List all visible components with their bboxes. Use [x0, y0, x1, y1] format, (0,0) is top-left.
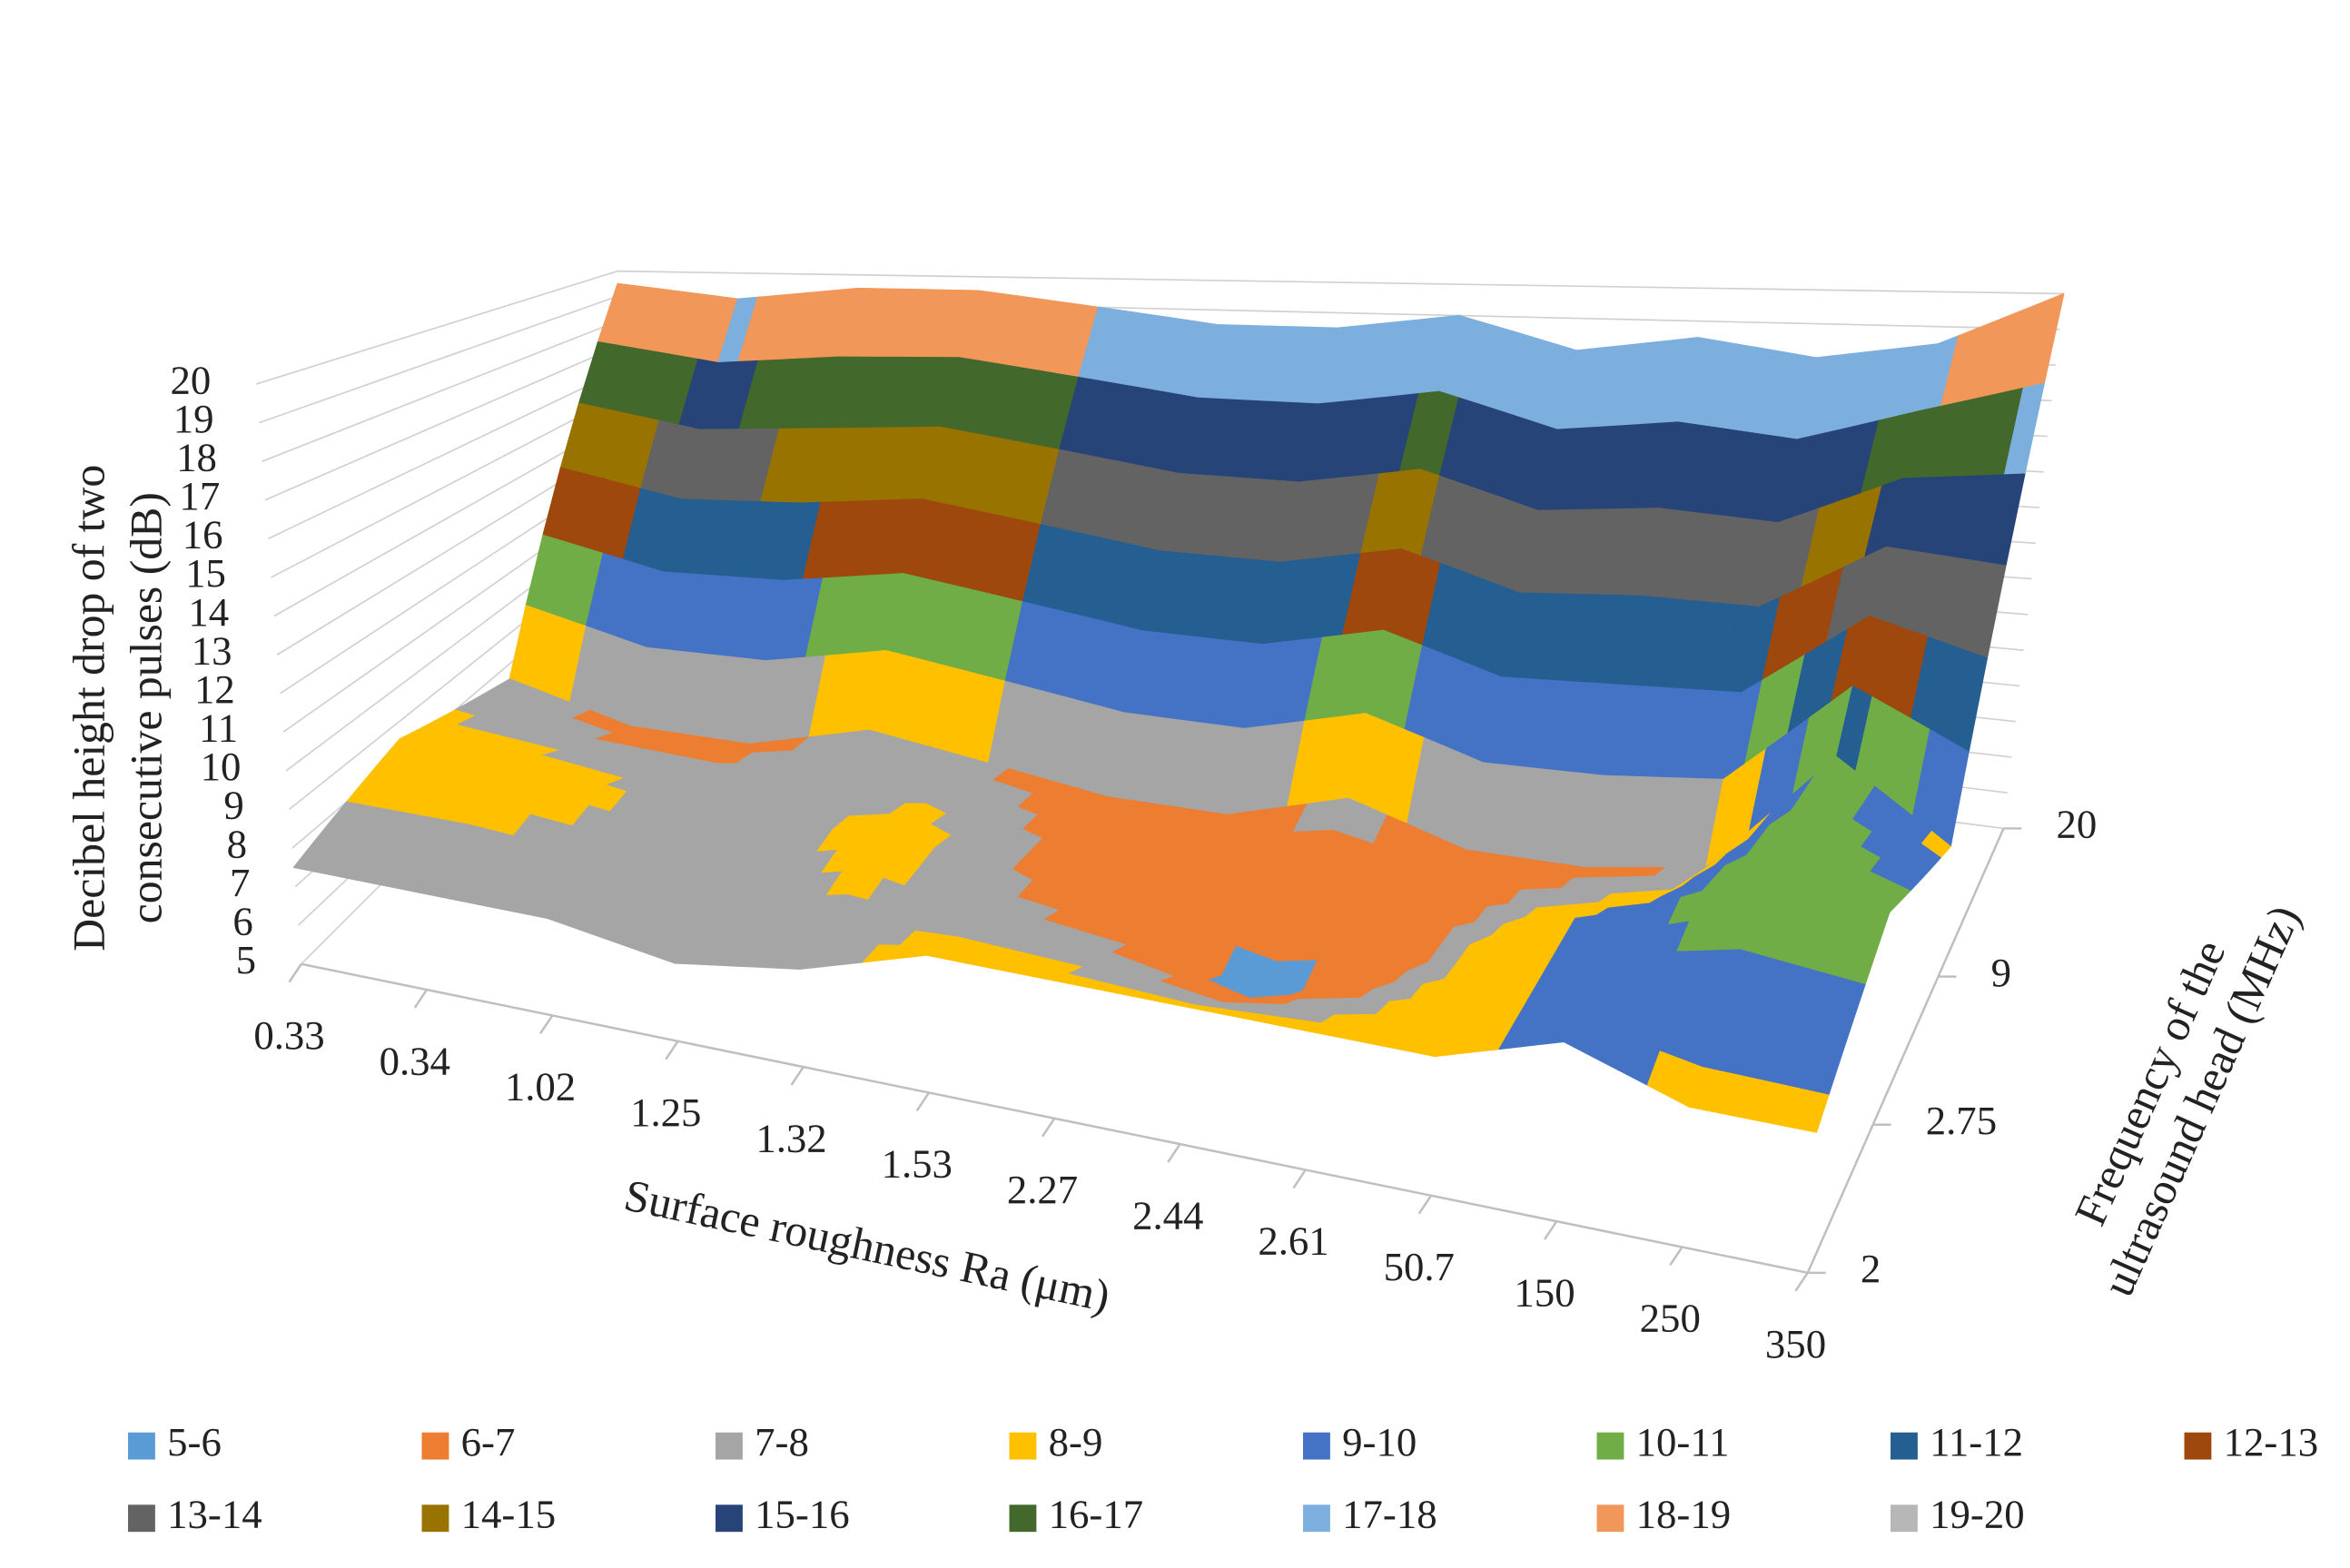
legend-label: 7-8: [755, 1419, 809, 1464]
legend-label: 11-12: [1930, 1419, 2023, 1464]
z-tick-label: 10: [201, 744, 242, 789]
legend-label: 9-10: [1342, 1419, 1417, 1464]
x-tick-label: 0.33: [253, 1012, 324, 1058]
legend-label: 14-15: [461, 1492, 556, 1537]
z-axis-title: consecutive pulses (dB): [121, 492, 171, 923]
x-tick-label: 1.02: [505, 1064, 576, 1109]
x-tick-mark: [538, 1014, 554, 1035]
x-tick-mark: [1417, 1195, 1433, 1215]
legend-label: 18-19: [1636, 1492, 1731, 1537]
z-tick-label: 20: [170, 357, 211, 402]
x-tick-mark: [1041, 1118, 1056, 1138]
x-tick-label: 2.27: [1007, 1167, 1078, 1212]
x-tick-mark: [1167, 1143, 1181, 1163]
x-tick-label: 2.61: [1258, 1218, 1328, 1264]
legend-swatch: [1303, 1432, 1330, 1460]
y-tick-label: 20: [2057, 802, 2098, 847]
z-tick-label: 19: [173, 396, 214, 441]
legend-swatch: [421, 1504, 449, 1533]
legend-label: 12-13: [2224, 1419, 2318, 1464]
legend-swatch: [2184, 1432, 2212, 1460]
x-tick-mark: [413, 989, 429, 1009]
y-tick-label: 2.75: [1926, 1098, 1997, 1143]
x-tick-label: 250: [1640, 1296, 1701, 1341]
y-tick-label: 2: [1861, 1246, 1881, 1291]
legend-swatch: [1596, 1432, 1624, 1460]
z-tick-label: 8: [227, 821, 247, 866]
legend-label: 15-16: [755, 1492, 849, 1537]
x-tick-label: 1.32: [755, 1115, 826, 1160]
z-tick-label: 9: [223, 783, 243, 828]
legend-label: 13-14: [167, 1492, 262, 1537]
x-tick-label: 1.53: [882, 1141, 953, 1187]
x-tick-mark: [288, 963, 302, 983]
legend-swatch: [128, 1504, 155, 1533]
grid-line: [255, 270, 2064, 385]
surface-facet: [1794, 1090, 1830, 1133]
x-tick-mark: [665, 1040, 679, 1060]
z-tick-label: 5: [236, 937, 256, 982]
z-tick-label: 11: [199, 705, 238, 751]
legend-label: 17-18: [1342, 1492, 1437, 1537]
legend-swatch: [716, 1504, 743, 1533]
y-axis-line: [1806, 827, 2005, 1274]
x-tick-mark: [1794, 1272, 1809, 1292]
y-tick-label: 9: [1991, 950, 2011, 995]
z-tick-label: 12: [194, 666, 235, 712]
z-tick-label: 18: [176, 434, 217, 479]
z-tick-label: 17: [179, 473, 220, 518]
z-tick-label: 6: [232, 898, 252, 943]
z-tick-label: 13: [192, 627, 232, 673]
z-tick-label: 7: [230, 860, 250, 905]
x-tick-label: 2.44: [1132, 1192, 1203, 1238]
legend-swatch: [1596, 1504, 1624, 1533]
z-tick-label: 14: [188, 589, 229, 635]
x-tick-mark: [790, 1066, 805, 1086]
legend-swatch: [128, 1432, 155, 1460]
x-tick-label: 350: [1765, 1321, 1826, 1366]
legend: 5-6 6-7 7-8 8-9 9-10 10-11 11-12 12-13 13-14 14-1…: [128, 1419, 2318, 1537]
legend-swatch: [1009, 1432, 1037, 1460]
x-tick-label: 150: [1514, 1269, 1575, 1315]
z-axis-title: Decibel height drop of two: [64, 465, 114, 952]
z-tick-label: 16: [183, 512, 223, 557]
legend-label: 16-17: [1049, 1492, 1143, 1537]
legend-label: 10-11: [1636, 1419, 1730, 1464]
legend-label: 19-20: [1930, 1492, 2024, 1537]
x-tick-mark: [1543, 1220, 1558, 1240]
legend-swatch: [1303, 1504, 1330, 1533]
x-tick-label: 0.34: [380, 1038, 450, 1083]
surface: [292, 282, 2065, 1133]
x-tick-mark: [1669, 1246, 1684, 1267]
legend-label: 5-6: [167, 1419, 222, 1464]
legend-swatch: [1891, 1504, 1918, 1533]
legend-swatch: [716, 1432, 743, 1460]
x-tick-mark: [915, 1091, 931, 1112]
legend-swatch: [1891, 1432, 1918, 1460]
legend-label: 6-7: [461, 1419, 516, 1464]
legend-swatch: [1009, 1504, 1037, 1533]
legend-label: 8-9: [1049, 1419, 1103, 1464]
x-tick-label: 1.25: [630, 1090, 701, 1135]
legend-swatch: [421, 1432, 449, 1460]
x-tick-label: 50.7: [1384, 1244, 1455, 1289]
z-tick-label: 15: [185, 550, 226, 596]
x-tick-mark: [1292, 1169, 1307, 1189]
